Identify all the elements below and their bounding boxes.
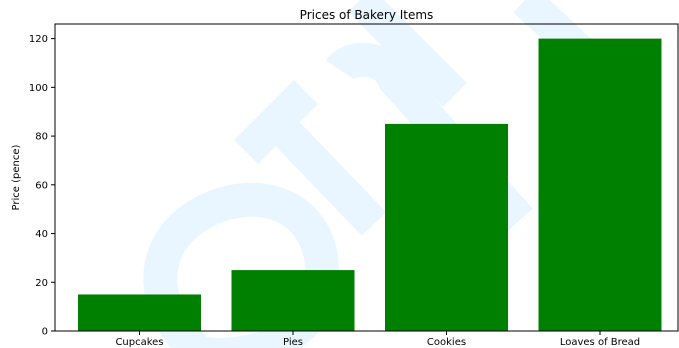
y-axis-title: Price (pence)	[11, 144, 22, 210]
bar-cookies	[385, 123, 508, 332]
bar-cupcakes	[78, 294, 201, 331]
y-tick-label-20: 20	[35, 278, 48, 289]
bar-pies	[231, 270, 355, 331]
y-axis-ticks: 0 20 40 60 80 100 120	[29, 34, 55, 338]
y-tick-label-100: 100	[29, 83, 48, 94]
x-tick-label-cupcakes: Cupcakes	[115, 337, 163, 348]
y-tick-label-0: 0	[42, 327, 48, 338]
chart-title: Prices of Bakery Items	[300, 8, 434, 22]
bars	[78, 38, 662, 332]
y-tick-label-40: 40	[35, 229, 48, 240]
y-tick-label-120: 120	[29, 34, 48, 45]
bar-loaves-of-bread	[538, 38, 662, 331]
x-tick-label-cookies: Cookies	[427, 337, 466, 348]
y-tick-label-80: 80	[35, 132, 48, 143]
plot-frame	[54, 23, 679, 332]
y-tick-label-60: 60	[35, 180, 48, 191]
x-tick-label-pies: Pies	[283, 337, 303, 348]
x-axis-ticks: Cupcakes Pies Cookies Loaves of Bread	[115, 331, 640, 348]
x-tick-label-loaves-of-bread: Loaves of Bread	[560, 337, 640, 348]
